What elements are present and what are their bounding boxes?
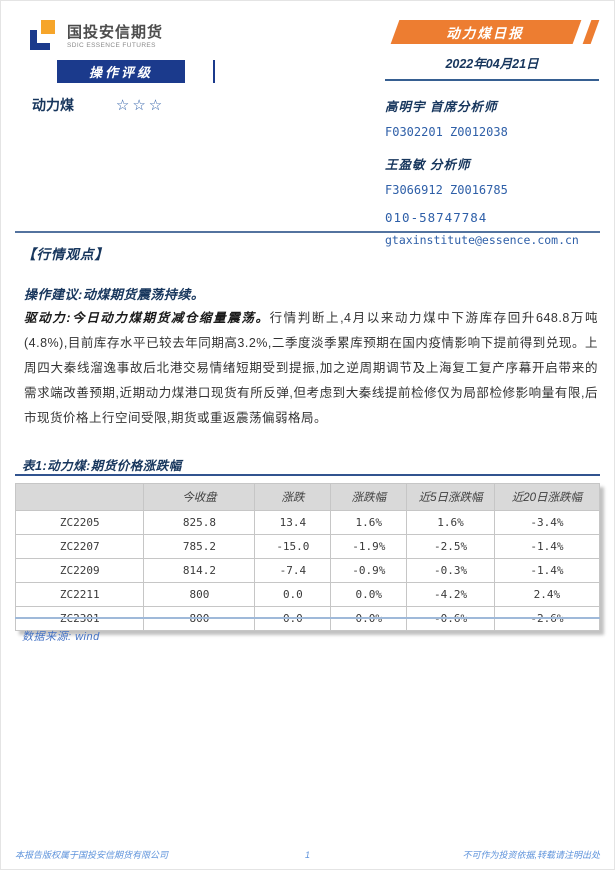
analyst-1-codes: F0302201 Z0012038 <box>385 125 508 139</box>
data-source-note: 数据来源: wind <box>22 631 100 643</box>
cell-change: -15.0 <box>254 534 332 559</box>
cell-change-pct: 1.6% <box>330 510 408 535</box>
cell-5d-pct: 1.6% <box>406 510 495 535</box>
company-name-en: SDIC ESSENCE FUTURES <box>67 42 156 49</box>
cell-5d-pct: -4.2% <box>406 582 495 607</box>
analyst-2-name: 王盈敏 分析师 <box>385 158 471 172</box>
futures-price-table: 今收盘 涨跌 涨跌幅 近5日涨跌幅 近20日涨跌幅 ZC2205 825.8 1… <box>14 483 601 631</box>
col-header-change-pct: 涨跌幅 <box>330 483 408 511</box>
footer-page-number: 1 <box>305 849 311 860</box>
col-header-close: 今收盘 <box>143 483 256 511</box>
cell-close: 814.2 <box>143 558 256 583</box>
cell-20d-pct: 2.4% <box>493 582 601 607</box>
rating-bar-divider <box>213 60 215 83</box>
company-name-cn: 国投安信期货 <box>67 24 164 41</box>
report-title-banner: 动力煤日报 <box>385 20 600 44</box>
logo-orange-square <box>41 20 55 34</box>
analyst-1-name: 高明宇 首席分析师 <box>385 100 498 114</box>
header-divider-rule <box>15 231 600 233</box>
driver-lead: 驱动力:今日动力煤期货减仓缩量震荡。 <box>24 311 270 325</box>
cell-5d-pct: -0.3% <box>406 558 495 583</box>
cell-20d-pct: -1.4% <box>493 534 601 559</box>
cell-close: 825.8 <box>143 510 256 535</box>
table-title: 表1:动力煤:期货价格涨跌幅 <box>22 459 182 473</box>
footer-disclaimer: 不可作为投资依据,转载请注明出处 <box>462 850 601 860</box>
cell-change-pct: -1.9% <box>330 534 408 559</box>
logo-text: 国投安信期货 SDIC ESSENCE FUTURES <box>67 20 163 50</box>
cell-close: 800 <box>143 582 256 607</box>
cell-change: -7.4 <box>254 558 332 583</box>
section-title-market-view: 【行情观点】 <box>22 247 109 262</box>
banner-ribbon-tail <box>582 20 600 44</box>
table-row: ZC2205 825.8 13.4 1.6% 1.6% -3.4% <box>14 510 601 535</box>
report-date: 2022年04月21日 <box>385 53 599 81</box>
cell-contract: ZC2205 <box>14 510 145 535</box>
col-header-change: 涨跌 <box>254 483 332 511</box>
company-logo: 国投安信期货 SDIC ESSENCE FUTURES <box>30 20 163 52</box>
report-info-column: 动力煤日报 2022年04月21日 高明宇 首席分析师 F0302201 Z00… <box>385 20 600 247</box>
product-rating-row: 动力煤 ☆☆☆ <box>32 95 165 115</box>
table-top-rule <box>15 474 600 476</box>
contact-phone: 010-58747784 <box>385 210 488 225</box>
driver-body: 行情判断上,4月以来动力煤中下游库存回升648.8万吨(4.8%),目前库存水平… <box>24 311 598 425</box>
cell-change: 13.4 <box>254 510 332 535</box>
company-logo-icon <box>30 20 60 52</box>
product-name: 动力煤 <box>32 97 74 113</box>
rating-label-bar: 操作评级 <box>57 60 185 83</box>
star-rating: ☆☆☆ <box>115 97 166 114</box>
col-header-contract <box>14 483 145 511</box>
cell-change-pct: -0.9% <box>330 558 408 583</box>
cell-20d-pct: -3.4% <box>493 510 601 535</box>
cell-contract: ZC2211 <box>14 582 145 607</box>
table-row: ZC2211 800 0.0 0.0% -4.2% 2.4% <box>14 582 601 607</box>
cell-5d-pct: -2.5% <box>406 534 495 559</box>
analyst-2-codes: F3066912 Z0016785 <box>385 183 508 197</box>
table-row: ZC2209 814.2 -7.4 -0.9% -0.3% -1.4% <box>14 558 601 583</box>
driver-paragraph: 驱动力:今日动力煤期货减仓缩量震荡。行情判断上,4月以来动力煤中下游库存回升64… <box>24 306 598 431</box>
page-footer: 本报告版权属于国投安信期货有限公司 1 不可作为投资依据,转载请注明出处 <box>15 848 600 861</box>
cell-change-pct: 0.0% <box>330 582 408 607</box>
table-row: ZC2207 785.2 -15.0 -1.9% -2.5% -1.4% <box>14 534 601 559</box>
footer-copyright: 本报告版权属于国投安信期货有限公司 <box>15 850 169 860</box>
table-bottom-rule <box>15 617 600 619</box>
report-title: 动力煤日报 <box>446 26 524 41</box>
cell-contract: ZC2207 <box>14 534 145 559</box>
cell-close: 785.2 <box>143 534 256 559</box>
contact-email[interactable]: gtaxinstitute@essence.com.cn <box>385 233 579 247</box>
col-header-20d-pct: 近20日涨跌幅 <box>493 483 601 511</box>
operation-advice: 操作建议:动煤期货震荡持续。 <box>24 287 205 302</box>
cell-contract: ZC2209 <box>14 558 145 583</box>
table-header-row: 今收盘 涨跌 涨跌幅 近5日涨跌幅 近20日涨跌幅 <box>14 483 601 511</box>
cell-change: 0.0 <box>254 582 332 607</box>
cell-20d-pct: -1.4% <box>493 558 601 583</box>
col-header-5d-pct: 近5日涨跌幅 <box>406 483 495 511</box>
